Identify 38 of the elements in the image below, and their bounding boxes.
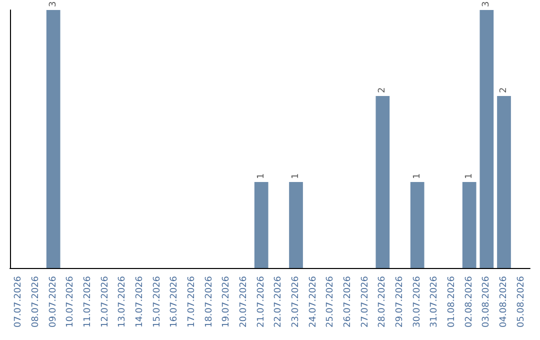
- x-tick-label: 26.07.2026: [343, 276, 353, 328]
- x-tick-label: 21.07.2026: [256, 276, 266, 328]
- data-label: 1: [464, 173, 474, 179]
- x-tick-label: 30.07.2026: [412, 276, 422, 328]
- x-tick-label: 31.07.2026: [430, 276, 440, 328]
- x-tick-label: 07.07.2026: [14, 276, 24, 328]
- x-tick-label: 27.07.2026: [360, 276, 370, 328]
- data-label: 3: [482, 1, 492, 7]
- x-tick-label: 03.08.2026: [482, 276, 492, 328]
- x-tick-label: 25.07.2026: [326, 276, 336, 328]
- x-tick-label: 13.07.2026: [118, 276, 128, 328]
- x-tick-label: 11.07.2026: [83, 276, 93, 328]
- x-tick-label: 24.07.2026: [308, 276, 318, 328]
- x-tick-label: 02.08.2026: [464, 276, 474, 328]
- x-tick-label: 01.08.2026: [447, 276, 457, 328]
- x-tick-label: 19.07.2026: [222, 276, 232, 328]
- x-tick-label: 16.07.2026: [170, 276, 180, 328]
- x-tick-label: 04.08.2026: [499, 276, 509, 328]
- data-label: 1: [256, 173, 266, 179]
- x-tick-label: 15.07.2026: [152, 276, 162, 328]
- x-tick-label: 10.07.2026: [66, 276, 76, 328]
- data-label: 2: [499, 87, 509, 93]
- data-label: 1: [291, 173, 301, 179]
- x-tick-label: 20.07.2026: [239, 276, 249, 328]
- x-tick-label: 17.07.2026: [187, 276, 197, 328]
- x-tick-label: 05.08.2026: [516, 276, 526, 328]
- data-label: 2: [378, 87, 388, 93]
- x-tick-label: 22.07.2026: [274, 276, 284, 328]
- x-tick-label: 08.07.2026: [31, 276, 41, 328]
- data-label: 1: [412, 173, 422, 179]
- data-label: 3: [48, 1, 58, 7]
- x-tick-label: 18.07.2026: [204, 276, 214, 328]
- x-tick-label: 14.07.2026: [135, 276, 145, 328]
- x-tick-label: 12.07.2026: [100, 276, 110, 328]
- x-tick-label: 09.07.2026: [48, 276, 58, 328]
- x-tick-label: 29.07.2026: [395, 276, 405, 328]
- x-tick-label: 28.07.2026: [378, 276, 388, 328]
- x-tick-label: 23.07.2026: [291, 276, 301, 328]
